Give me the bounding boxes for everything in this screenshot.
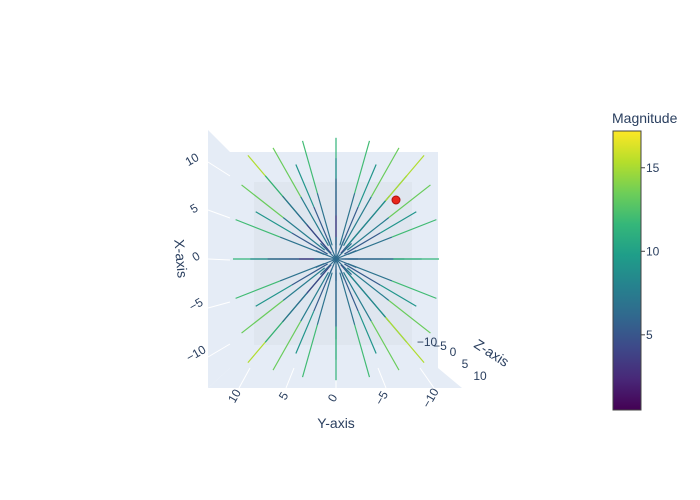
gridline <box>238 367 251 389</box>
vector-line <box>272 147 302 198</box>
vector-line <box>370 320 400 371</box>
vector-line <box>315 250 337 260</box>
vector-line <box>282 292 308 323</box>
vector-line <box>320 258 337 275</box>
vector-line <box>370 147 400 198</box>
colorbar-gradient <box>612 130 642 411</box>
vector-line <box>385 316 425 364</box>
vector-line <box>327 258 337 280</box>
y-axis-title: Y-axis <box>317 415 355 431</box>
z-tick-label: 10 <box>473 369 487 383</box>
vector-line <box>320 243 337 260</box>
vector-line <box>343 272 372 322</box>
vector-line <box>344 263 381 286</box>
inner-plane <box>254 182 412 345</box>
x-tick-label: −5 <box>187 295 206 314</box>
vector-line <box>346 267 390 301</box>
vector-line <box>385 154 425 202</box>
floor-strip <box>208 368 462 388</box>
vector-line <box>306 224 332 254</box>
vector-line <box>306 264 332 294</box>
vector-line <box>255 284 292 307</box>
vector-line <box>380 284 417 307</box>
x-tick-label: 0 <box>190 249 203 265</box>
vector-line <box>282 217 326 251</box>
gridline <box>207 209 231 219</box>
vector-line <box>335 243 352 260</box>
highlight-point[interactable] <box>391 195 401 205</box>
vector-line <box>300 272 329 322</box>
z-tick-label: 0 <box>450 345 457 359</box>
vector-line <box>316 272 333 326</box>
vector-line <box>301 324 318 378</box>
vector-line <box>235 280 281 299</box>
vector-line <box>357 164 377 208</box>
y-tick-label: 5 <box>276 389 292 402</box>
gridline <box>419 367 435 389</box>
vector-line <box>235 219 281 238</box>
vector-line <box>388 300 431 334</box>
vector-line <box>300 196 329 246</box>
vector-line <box>335 258 357 268</box>
vector-line <box>291 263 328 286</box>
vector-line <box>354 140 371 194</box>
vector-line <box>295 164 315 208</box>
vector-line <box>301 140 318 194</box>
vector-line <box>335 258 345 280</box>
colorbar: Magnitude 5 10 15 <box>612 110 678 411</box>
colorbar-tick-label: 10 <box>646 244 660 258</box>
y-tick-label: −5 <box>372 388 391 407</box>
z-tick-label: −5 <box>433 339 447 353</box>
gridline <box>377 367 387 389</box>
vector-line <box>316 192 333 246</box>
z-tick-label: −10 <box>417 335 438 349</box>
y-tick-label: 10 <box>225 386 244 405</box>
x-tick-label: 10 <box>183 150 202 169</box>
gridline <box>207 343 231 358</box>
vector-line <box>354 324 371 378</box>
vector-line <box>346 200 386 247</box>
x-tick-label: 5 <box>188 201 201 217</box>
vector-line <box>380 211 417 234</box>
colorbar-tick-label: 15 <box>646 161 660 175</box>
gridline <box>285 367 295 389</box>
z-axis-title: Z-axis <box>471 336 512 370</box>
vector-line <box>241 184 284 218</box>
vector-line <box>343 196 372 246</box>
vector-line <box>282 267 326 301</box>
vector-line <box>346 217 390 251</box>
vector-line <box>391 280 437 299</box>
gridline <box>207 258 231 261</box>
vector-line <box>272 320 302 371</box>
colorbar-title: Magnitude <box>612 110 678 126</box>
y-tick-label: 0 <box>325 391 341 404</box>
vector-line <box>339 272 356 326</box>
vector-line <box>327 238 337 260</box>
vector-line <box>335 238 345 260</box>
vector-line <box>255 211 292 234</box>
vector-line <box>295 310 315 354</box>
x-axis-title: X-axis <box>171 238 190 278</box>
vector-line <box>315 258 337 268</box>
vector-line <box>282 195 308 226</box>
colorbar-tick-label: 5 <box>646 328 653 342</box>
vector-line <box>335 250 357 260</box>
gridline <box>207 161 231 177</box>
vector-line <box>346 271 386 318</box>
vector-line <box>291 232 328 255</box>
y-tick-label: −10 <box>419 385 441 410</box>
vector-line <box>344 232 381 255</box>
vector-field <box>232 137 440 381</box>
vector-line <box>339 192 356 246</box>
vector-line <box>241 300 284 334</box>
vector-line <box>357 310 377 354</box>
vector-line <box>388 184 431 218</box>
z-tick-label: 5 <box>462 357 469 371</box>
x-tick-label: −10 <box>184 342 209 364</box>
vector-line <box>335 258 352 275</box>
vector-line <box>391 219 437 238</box>
gridline <box>207 301 231 309</box>
